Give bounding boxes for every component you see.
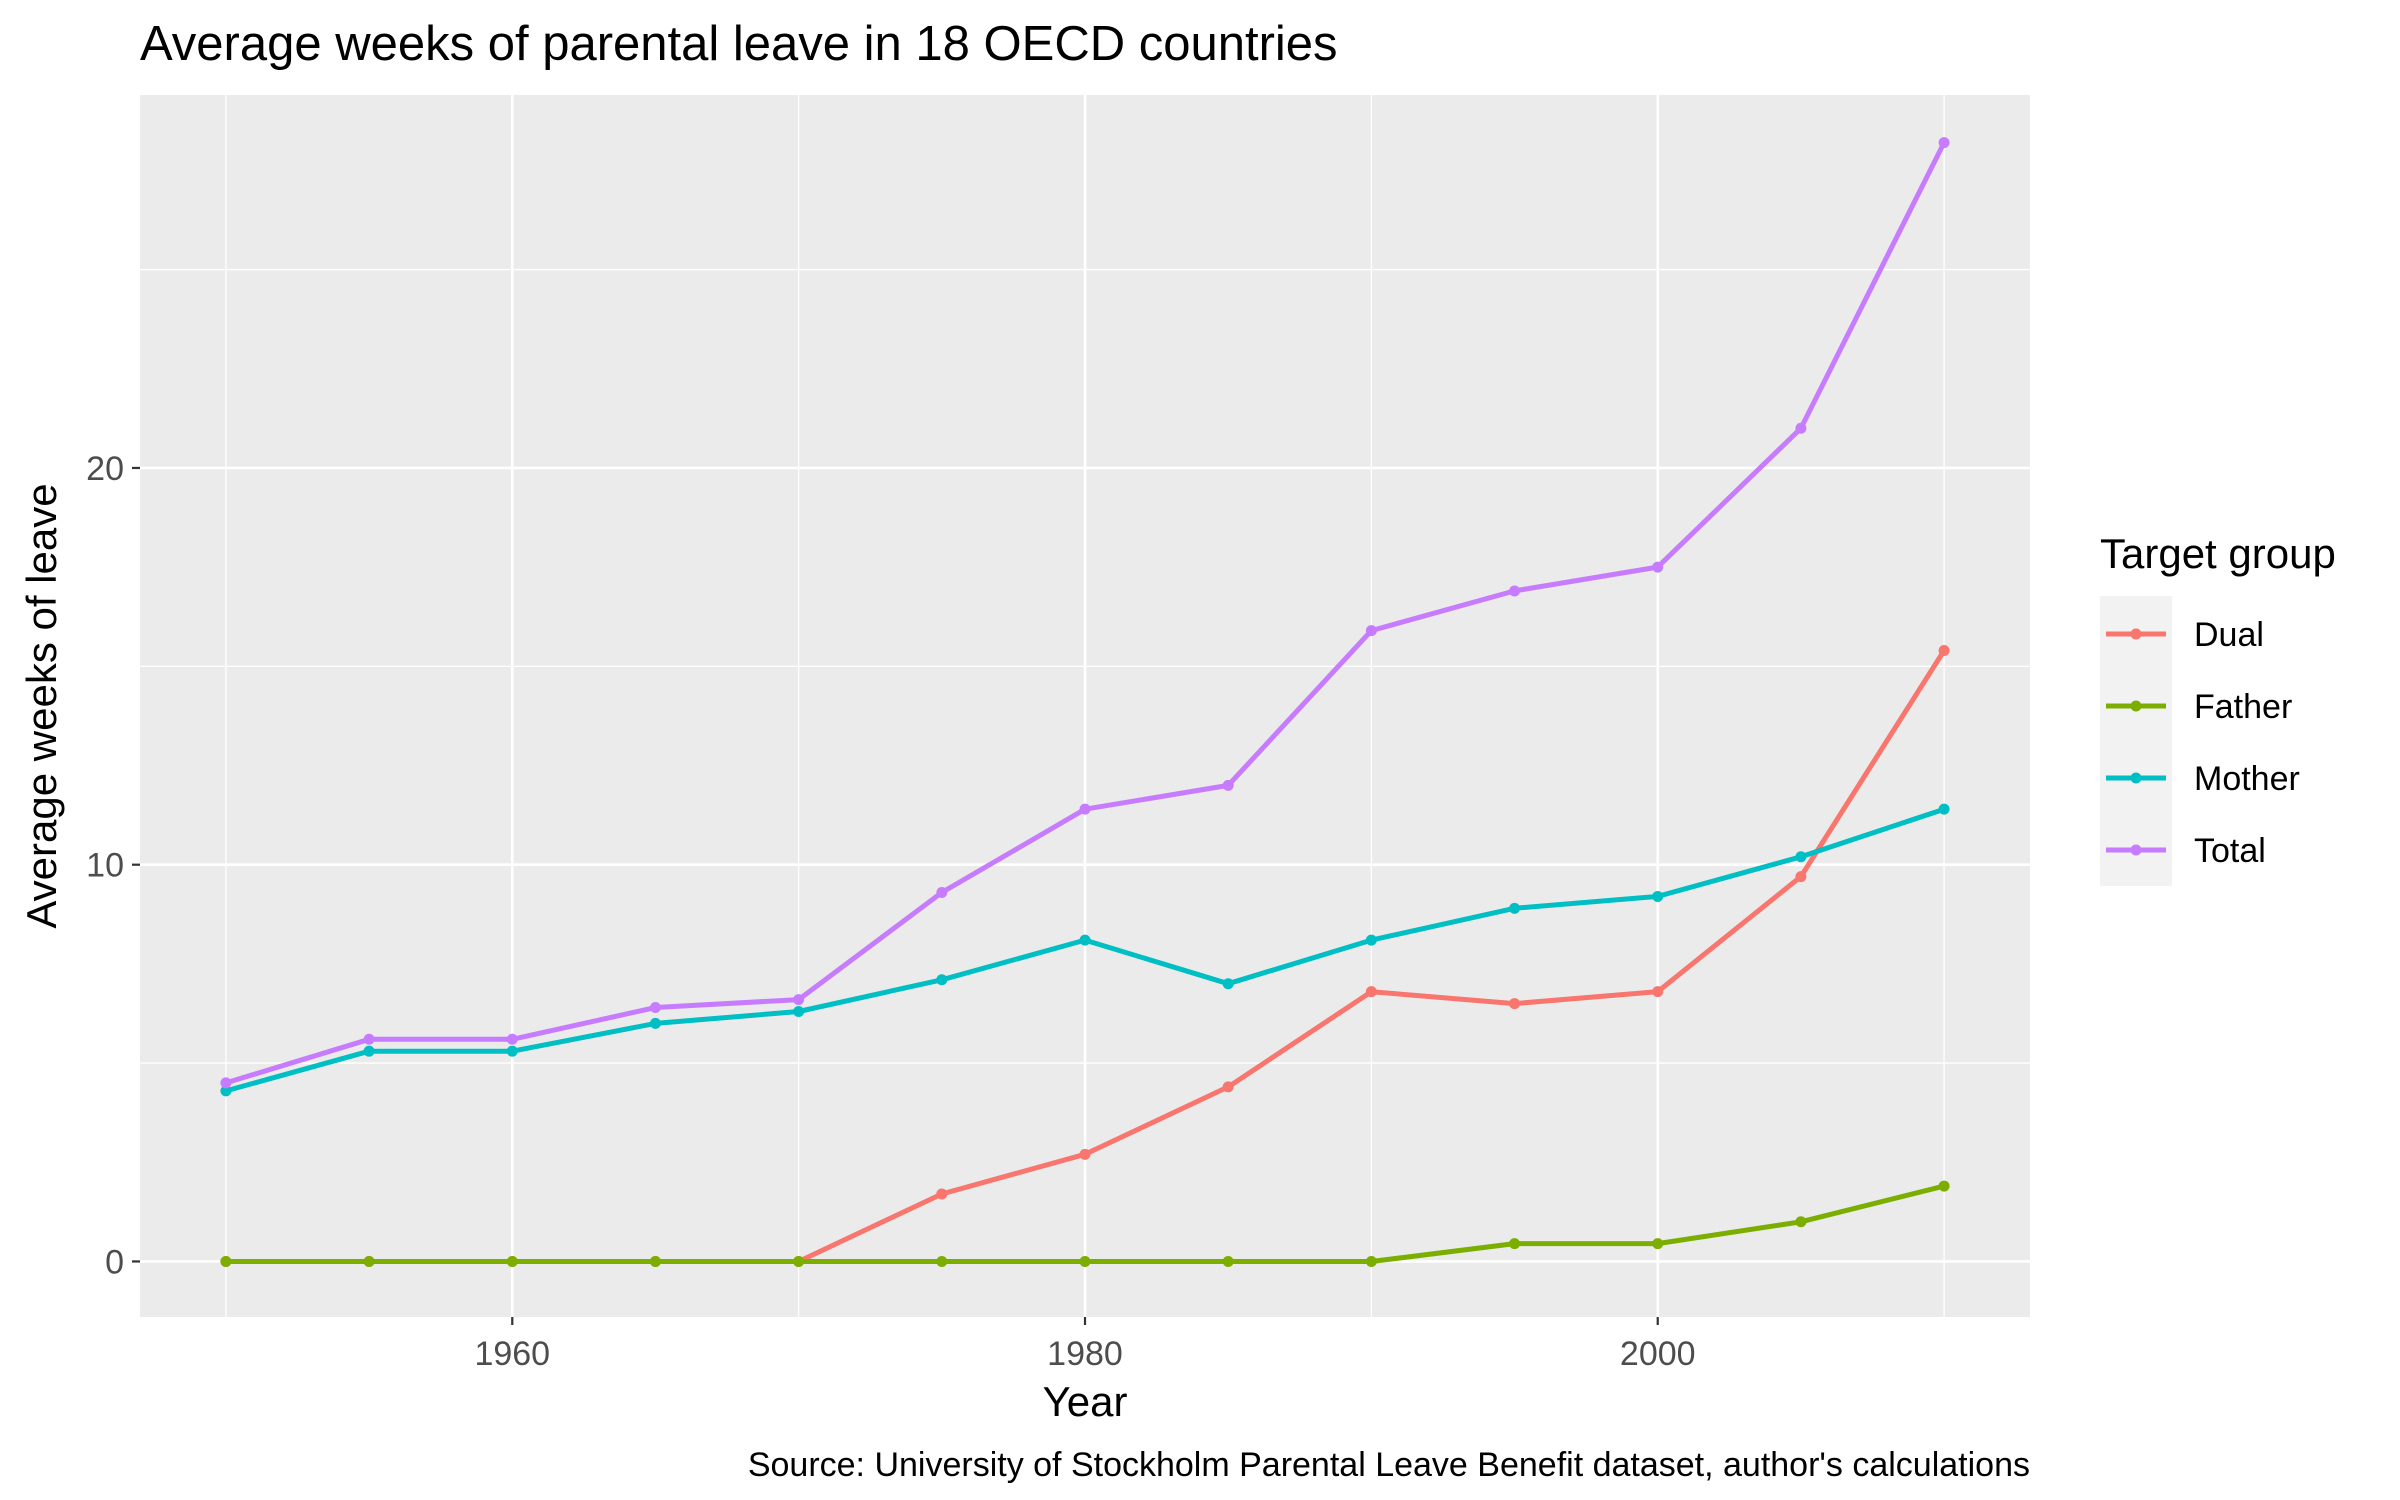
x-axis-title: Year [1043,1378,1128,1425]
y-axis-title: Average weeks of leave [18,483,65,928]
data-point-total [1222,779,1234,791]
data-point-father [1652,1238,1664,1250]
data-point-dual [1652,986,1664,998]
data-point-father [649,1255,661,1267]
data-point-dual [1222,1081,1234,1093]
legend: Target group Dual Father Mother Total [2100,530,2336,886]
data-point-dual [1079,1148,1091,1160]
y-tick-label: 0 [105,1243,124,1281]
data-point-father [1509,1238,1521,1250]
legend-items: Dual Father Mother Total [2106,616,2300,870]
legend-label-dual: Dual [2194,616,2264,654]
data-point-father [1079,1255,1091,1267]
legend-item-total: Total [2106,832,2266,870]
data-point-mother [793,1006,805,1017]
data-point-total [793,994,805,1006]
data-point-father [1938,1180,1950,1192]
data-point-total [506,1033,518,1045]
data-point-mother [1509,902,1521,914]
data-point-total [936,886,948,898]
chart-caption: Source: University of Stockholm Parental… [748,1446,2030,1484]
legend-label-total: Total [2194,832,2266,870]
legend-key-point-mother [2130,772,2142,784]
x-tick-label: 2000 [1620,1335,1696,1373]
data-point-dual [936,1188,948,1200]
y-tick-label: 10 [86,847,124,885]
data-point-mother [1652,890,1664,902]
series-layer [220,137,1950,1267]
data-point-total [363,1033,375,1045]
data-point-mother [1079,934,1091,946]
data-point-father [936,1255,948,1267]
data-point-total [1365,625,1377,637]
data-point-father [1365,1255,1377,1267]
data-point-father [1795,1216,1807,1228]
data-point-dual [1509,998,1521,1010]
series-mother [220,803,1950,1097]
data-point-mother [649,1017,661,1029]
legend-key-point-total [2130,844,2142,856]
data-point-father [793,1255,805,1267]
data-point-father [1222,1255,1234,1267]
legend-key-point-dual [2130,628,2142,640]
axis-ticks: 1960 1980 2000 0 10 20 [86,450,1695,1373]
data-point-father [506,1255,518,1267]
data-point-dual [1365,986,1377,998]
data-point-total [1079,803,1091,815]
data-point-father [220,1255,232,1267]
legend-item-dual: Dual [2106,616,2264,654]
series-total [220,137,1950,1089]
legend-item-father: Father [2106,688,2292,726]
data-point-total [649,1002,661,1014]
data-point-mother [1222,978,1234,990]
legend-label-father: Father [2194,688,2292,726]
data-point-mother [220,1085,232,1097]
data-point-mother [1795,851,1807,863]
data-point-dual [1795,871,1807,883]
x-tick-label: 1980 [1047,1335,1123,1373]
x-tick-label: 1960 [474,1335,550,1373]
data-point-mother [936,974,948,986]
data-point-mother [506,1045,518,1057]
series-father [220,1180,1950,1267]
data-point-mother [1365,934,1377,946]
data-point-total [1509,585,1521,597]
data-point-total [1795,422,1807,434]
data-point-total [1938,137,1950,149]
legend-item-mother: Mother [2106,760,2300,798]
data-point-mother [1938,803,1950,815]
legend-key-point-father [2130,700,2142,712]
chart-title: Average weeks of parental leave in 18 OE… [140,17,1338,71]
data-point-total [220,1077,232,1089]
data-point-total [1652,561,1664,573]
legend-title: Target group [2100,530,2336,577]
data-point-mother [363,1045,375,1057]
legend-label-mother: Mother [2194,760,2300,798]
legend-key-background [2100,596,2172,886]
data-point-dual [1938,644,1950,656]
data-point-father [363,1255,375,1267]
y-tick-label: 20 [86,450,124,488]
